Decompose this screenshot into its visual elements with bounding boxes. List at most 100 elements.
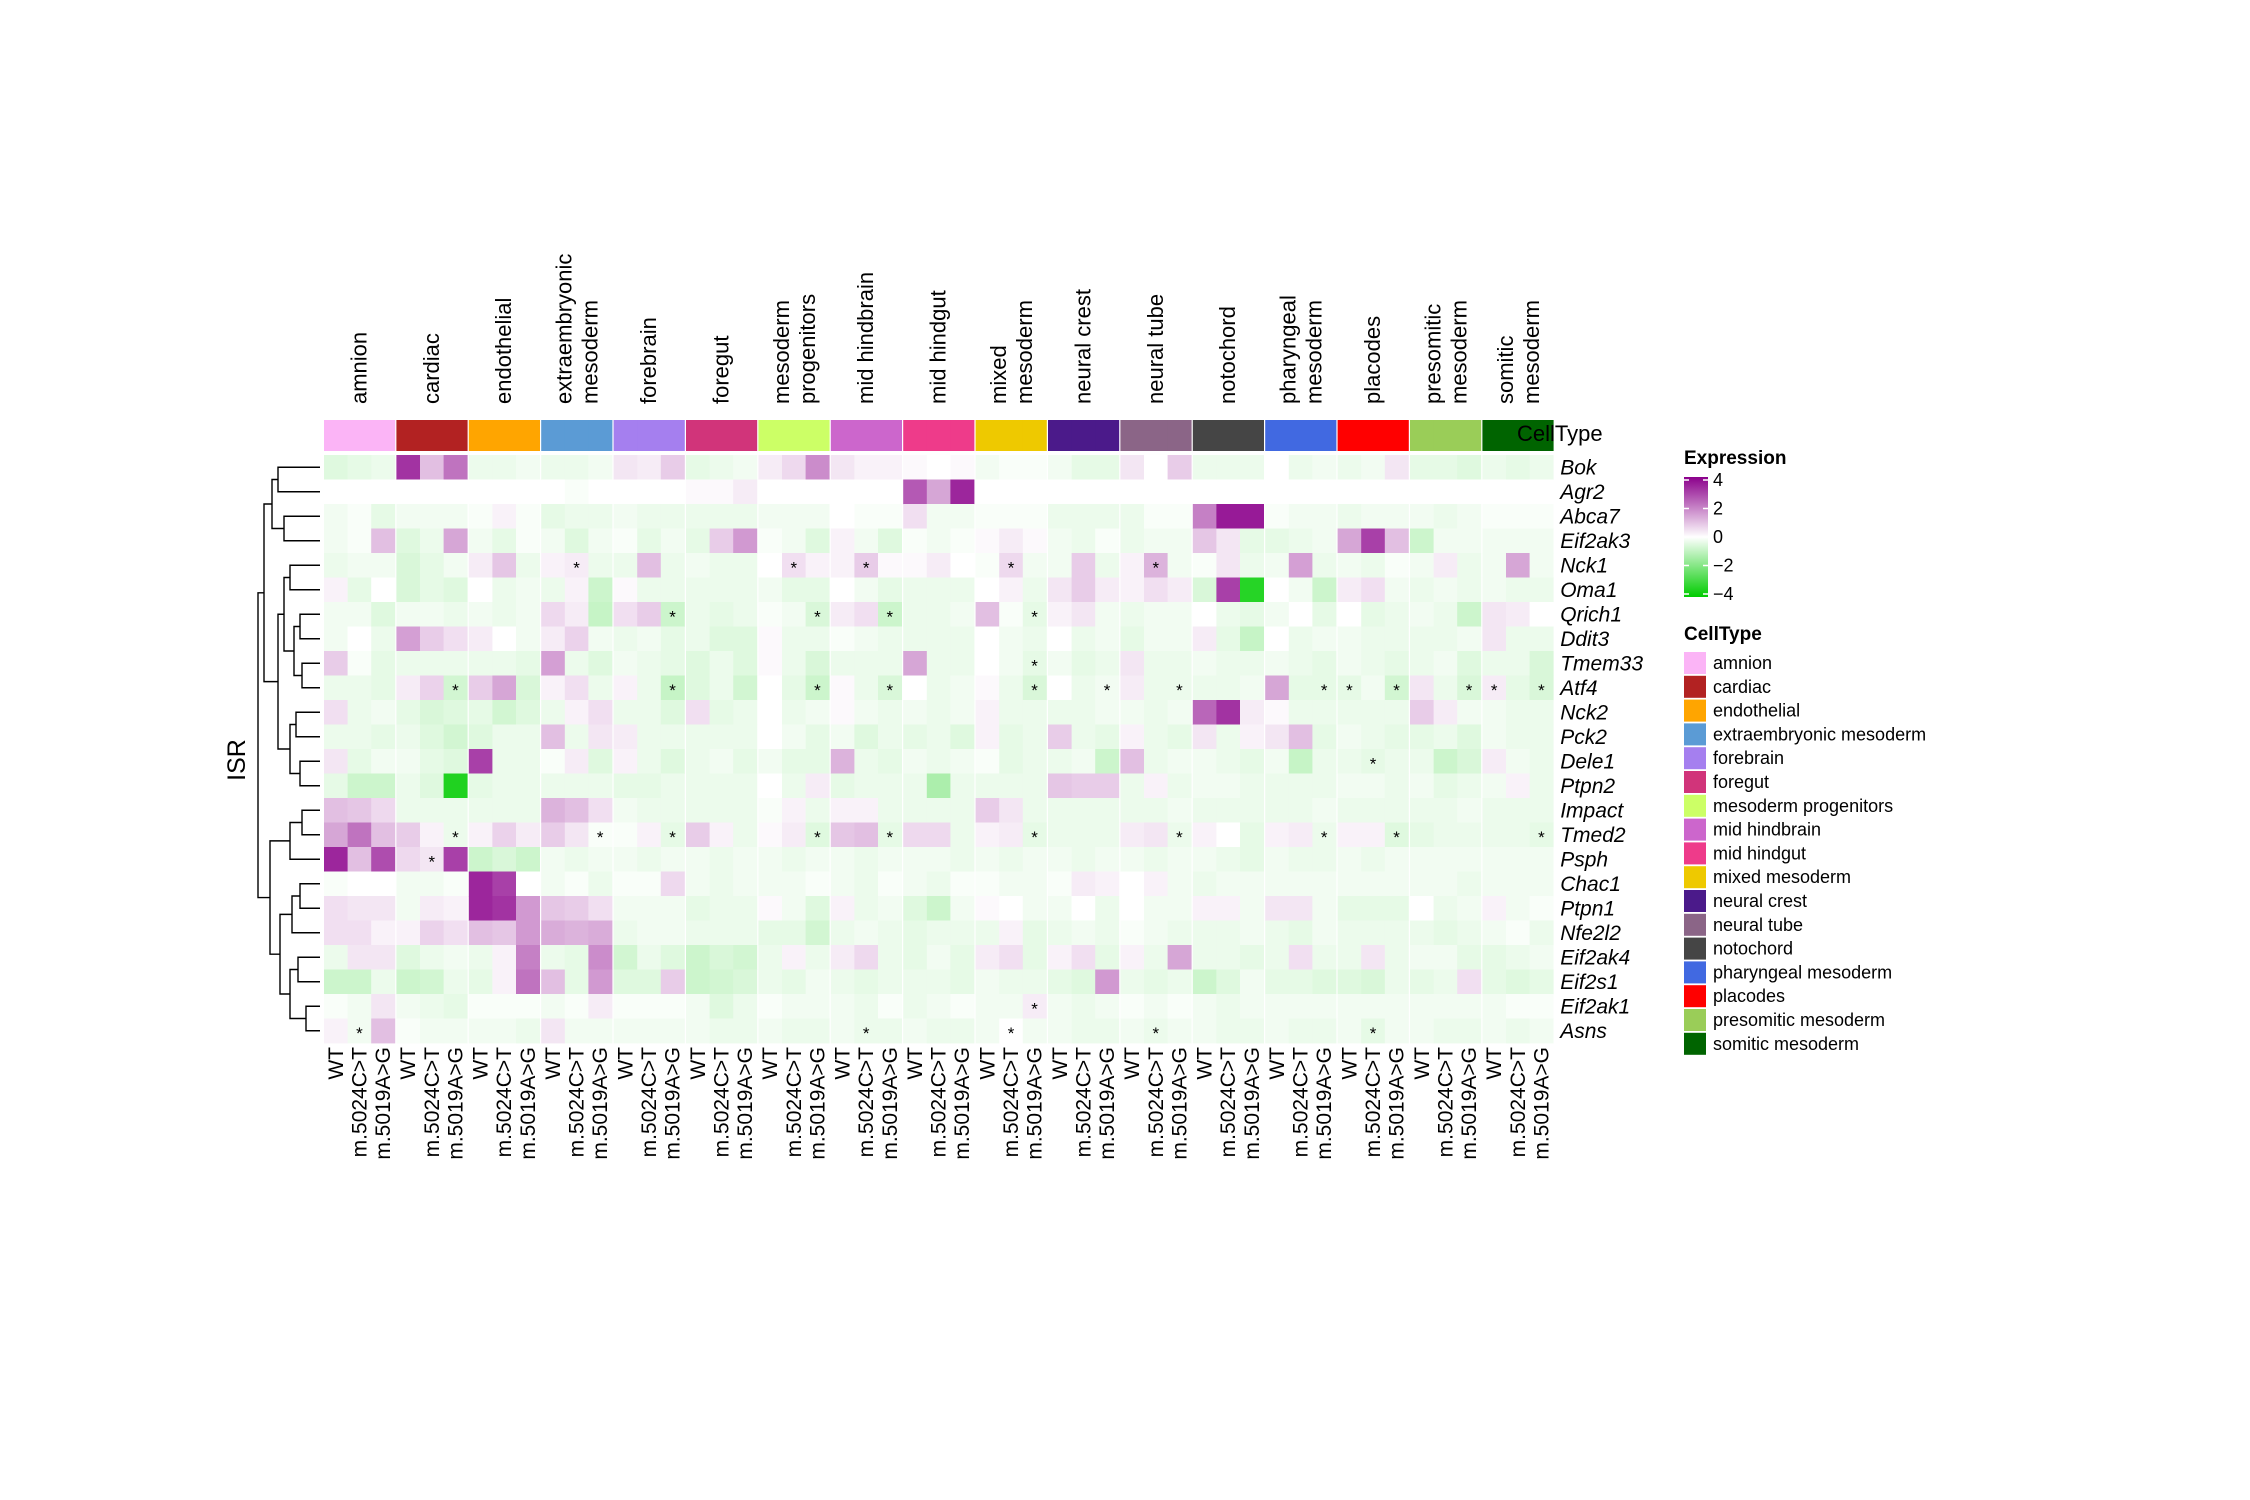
heatmap-cell	[1048, 773, 1072, 799]
heatmap-cell	[1288, 675, 1313, 701]
heatmap-cell	[1361, 602, 1386, 627]
celltype-label: mixedmesoderm	[986, 300, 1037, 404]
heatmap-cell	[1457, 1018, 1482, 1044]
heatmap-cell	[1216, 724, 1241, 750]
heatmap-cell	[975, 626, 1000, 652]
heatmap-cell	[805, 798, 830, 823]
significance-star: *	[452, 828, 459, 847]
heatmap-cell	[347, 553, 372, 578]
genotype-label: WT	[687, 1047, 710, 1080]
heatmap-cell	[1095, 577, 1120, 603]
heatmap-cell	[541, 871, 566, 897]
heatmap-cell	[516, 626, 540, 652]
heatmap-cell	[950, 749, 975, 774]
heatmap-cell	[516, 700, 540, 725]
heatmap-cell	[999, 455, 1024, 480]
heatmap-cell	[1529, 896, 1554, 921]
celltype-legend-label: extraembryonic mesoderm	[1713, 724, 1926, 744]
heatmap-cell	[733, 920, 758, 946]
heatmap-cell	[733, 504, 758, 529]
heatmap-cell	[637, 969, 662, 995]
heatmap-cell	[1216, 528, 1241, 554]
gene-label: Oma1	[1560, 579, 1617, 602]
celltype-label: forebrain	[636, 317, 661, 404]
heatmap-cell	[347, 1018, 372, 1044]
heatmap-cell	[1095, 724, 1120, 750]
heatmap-cell	[613, 724, 638, 750]
heatmap-cell	[1361, 724, 1386, 750]
heatmap-cell	[1410, 749, 1434, 774]
heatmap-cell	[1361, 479, 1386, 505]
celltype-label: somiticmesoderm	[1493, 300, 1544, 404]
heatmap-cell	[1022, 577, 1047, 603]
heatmap-cell	[1240, 602, 1264, 627]
genotype-label: m.5019A>G	[1241, 1047, 1264, 1160]
heatmap-cell	[468, 577, 493, 603]
heatmap-cell	[613, 969, 638, 995]
heatmap-cell	[830, 1018, 855, 1044]
heatmap-cell	[660, 602, 685, 627]
heatmap-cell	[1240, 577, 1264, 603]
heatmap-cell	[903, 773, 928, 799]
heatmap-cell	[1482, 553, 1507, 578]
heatmap-cell	[564, 749, 589, 774]
significance-star: *	[886, 607, 893, 626]
heatmap-cell	[516, 896, 540, 921]
heatmap-cell	[733, 822, 758, 848]
heatmap-cell	[396, 602, 421, 627]
heatmap-cell	[564, 602, 589, 627]
heatmap-cell	[1071, 577, 1096, 603]
gene-label: Nfe2l2	[1560, 922, 1621, 945]
heatmap-cell	[1506, 920, 1530, 946]
heatmap-cell	[468, 700, 493, 725]
heatmap-cell	[805, 847, 830, 872]
heatmap-cell	[637, 749, 662, 774]
heatmap-cell	[371, 871, 396, 897]
heatmap-cell	[999, 749, 1024, 774]
heatmap-cell	[541, 602, 566, 627]
heatmap-cell	[1095, 798, 1120, 823]
heatmap-cell	[1167, 896, 1192, 921]
heatmap-cell	[926, 700, 951, 725]
heatmap-cell	[926, 602, 951, 627]
heatmap-cell	[1384, 847, 1409, 872]
significance-star: *	[1031, 607, 1038, 626]
heatmap-cell	[541, 553, 566, 578]
heatmap-cell	[854, 577, 879, 603]
heatmap-cell	[541, 626, 566, 652]
heatmap-cell	[1216, 749, 1241, 774]
heatmap-cell	[1144, 847, 1168, 872]
heatmap-cell	[371, 455, 396, 480]
heatmap-cell	[516, 1018, 540, 1044]
heatmap-cell	[1337, 822, 1362, 848]
annotation-cell	[660, 420, 685, 451]
heatmap-cell	[975, 651, 1000, 676]
heatmap-cell	[492, 896, 517, 921]
annotation-cell	[1120, 420, 1145, 451]
heatmap-cell	[564, 577, 589, 603]
heatmap-cell	[1457, 651, 1482, 676]
heatmap-cell	[926, 724, 951, 750]
heatmap-cell	[1384, 455, 1409, 480]
heatmap-cell	[1048, 847, 1072, 872]
heatmap-cell	[588, 724, 613, 750]
heatmap-cell	[1071, 773, 1096, 799]
heatmap-cell	[1240, 945, 1264, 970]
heatmap-cell	[830, 553, 855, 578]
heatmap-cell	[324, 553, 348, 578]
heatmap-cell	[1095, 945, 1120, 970]
annotation-cell	[1288, 420, 1313, 451]
heatmap-cell	[709, 504, 734, 529]
heatmap-cell	[1337, 553, 1362, 578]
genotype-column-labels: WT m.5024C>T m.5019A>G WT m.5024C>T m.5019A>G…	[325, 1047, 1554, 1160]
heatmap-cell	[396, 822, 421, 848]
heatmap-cell	[903, 651, 928, 676]
heatmap-cell	[1410, 773, 1434, 799]
heatmap-cell	[733, 675, 758, 701]
celltype-legend-label: somitic mesoderm	[1713, 1034, 1859, 1054]
heatmap-cell	[1337, 700, 1362, 725]
heatmap-cell	[686, 822, 710, 848]
heatmap-cell	[878, 577, 902, 603]
heatmap-cell	[637, 553, 662, 578]
heatmap-cell	[541, 945, 566, 970]
